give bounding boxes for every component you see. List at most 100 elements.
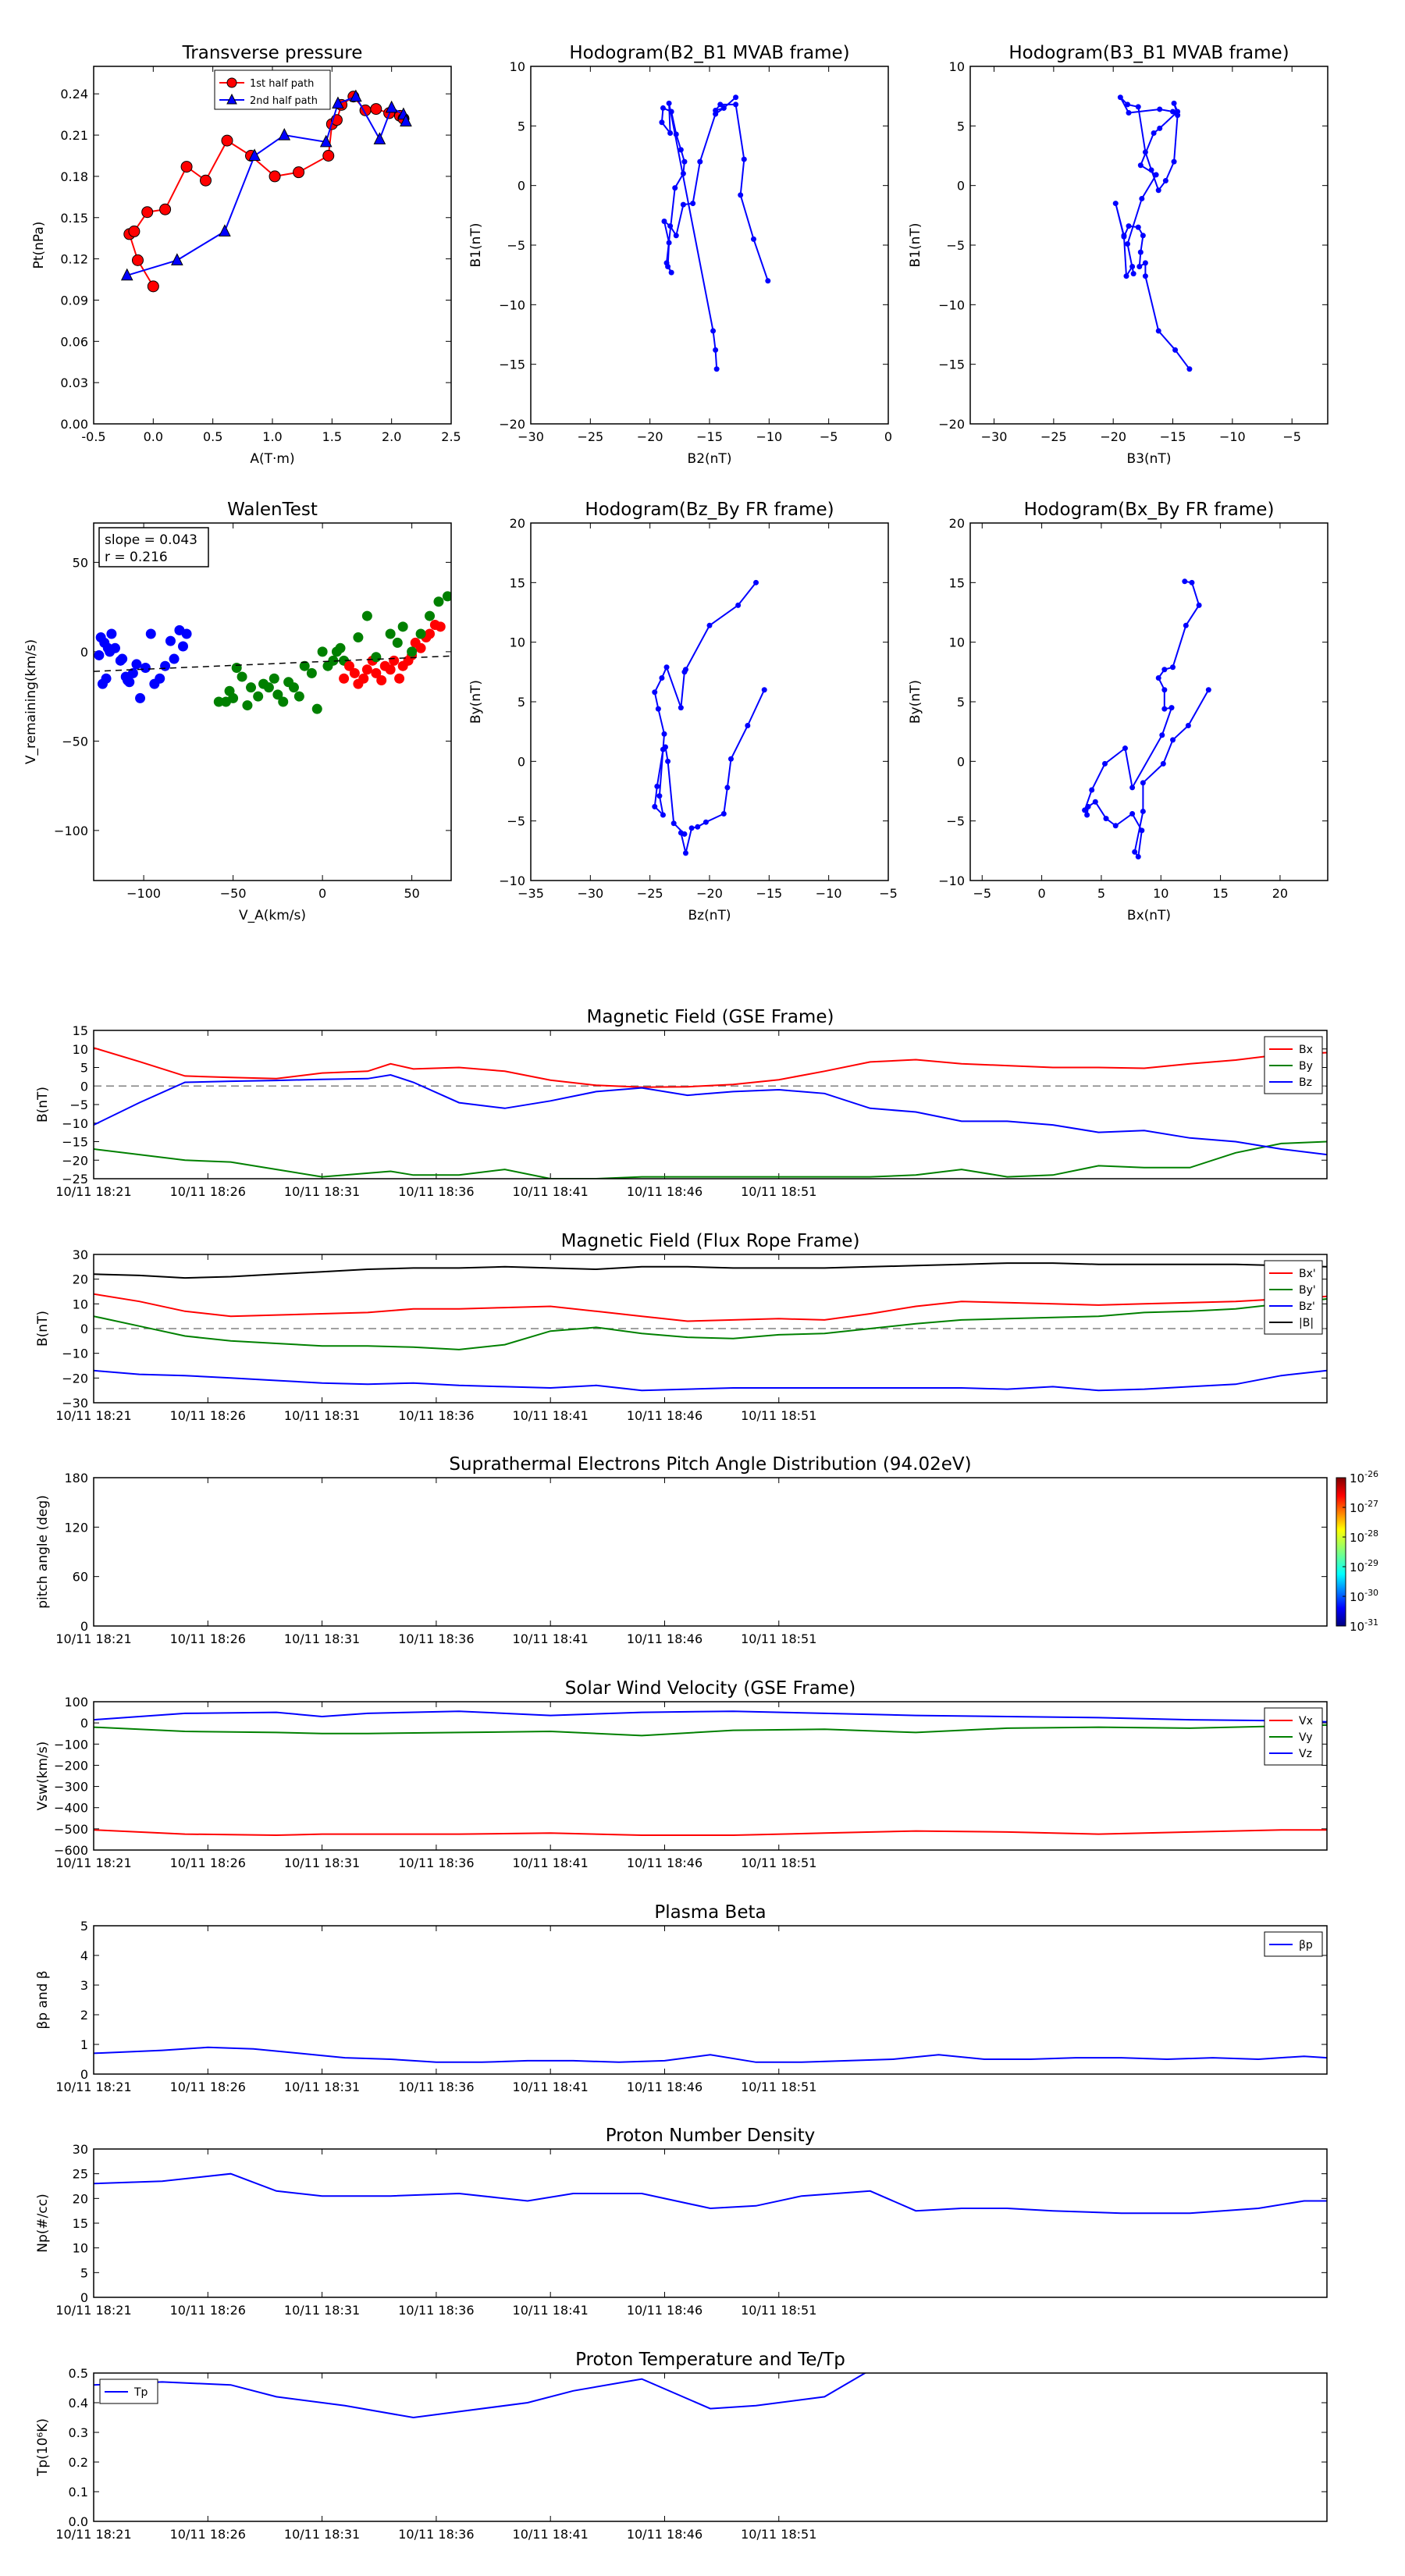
data-point — [713, 347, 719, 353]
x-tick-label: 10/11 18:21 — [55, 2527, 131, 2542]
data-point — [94, 649, 105, 660]
y-tick-label: 20 — [510, 516, 525, 531]
x-tick-label: −30 — [981, 429, 1008, 444]
data-point — [106, 628, 117, 639]
y-tick-label: −600 — [54, 1843, 88, 1858]
x-tick-label: −25 — [577, 429, 603, 444]
data-point — [371, 667, 382, 678]
y-tick-label: −5 — [69, 1098, 88, 1112]
y-axis-label: By(nT) — [468, 680, 484, 724]
data-point — [1117, 94, 1123, 101]
data-point — [415, 628, 426, 639]
y-tick-label: −500 — [54, 1822, 88, 1837]
legend-marker — [226, 93, 237, 105]
data-point — [180, 161, 193, 173]
y-axis-label: B1(nT) — [468, 223, 484, 268]
chart-solar-wind: Solar Wind Velocity (GSE Frame) −600 −500 −… — [35, 1678, 1328, 1870]
y-tick-label: −200 — [54, 1758, 88, 1773]
series-line-0 — [94, 1047, 1327, 1088]
y-tick-label: 2 — [80, 2008, 88, 2023]
data-point — [682, 850, 688, 856]
x-tick-label: 0.5 — [203, 429, 222, 444]
plot-area — [94, 2046, 1327, 2063]
y-axis-label: Vsw(km/s) — [35, 1742, 51, 1811]
data-point — [670, 820, 677, 827]
data-point — [735, 602, 742, 608]
x-tick-label: 10/11 18:46 — [627, 2303, 702, 2318]
data-point — [1103, 816, 1109, 822]
y-tick-label: 0.18 — [60, 169, 88, 184]
data-point — [147, 280, 159, 293]
chart-proton-temperature: Proton Temperature and Te/Tp 0.0 0.1 0.2 0.3… — [35, 2350, 1328, 2542]
x-tick-label: 10/11 18:51 — [741, 1184, 816, 1199]
data-point — [661, 731, 667, 737]
x-tick-label: 2.0 — [382, 429, 401, 444]
data-point — [293, 166, 305, 179]
data-point — [1102, 760, 1108, 767]
chart-title: WalenTest — [227, 500, 318, 520]
data-point — [1161, 667, 1168, 673]
annotation-slope: slope = 0.043 — [105, 532, 197, 548]
axes-frame — [969, 66, 1329, 425]
x-tick-label: 10/11 18:46 — [627, 1408, 702, 1423]
series-line — [653, 582, 766, 854]
x-tick-label: −30 — [518, 429, 544, 444]
y-tick-label: −20 — [62, 1153, 88, 1168]
y-tick-label: 20 — [73, 1272, 88, 1287]
legend: Tp — [99, 2379, 158, 2404]
series-line-0 — [94, 2046, 1327, 2063]
colorbar-exponent: -28 — [1364, 1528, 1378, 1539]
x-tick-label: −35 — [518, 886, 544, 901]
data-point — [358, 673, 369, 684]
data-point — [319, 134, 333, 148]
y-tick-label: −15 — [62, 1135, 88, 1150]
data-point — [1170, 109, 1176, 115]
data-point — [660, 746, 666, 753]
y-axis-label: βp and β — [35, 1970, 51, 2029]
colorbar-tick-label: 10-31 — [1350, 1617, 1378, 1634]
data-point — [435, 621, 446, 632]
legend-label: Bz' — [1299, 1300, 1315, 1313]
x-tick-label: −50 — [220, 886, 247, 901]
data-point — [1170, 737, 1176, 743]
data-point — [376, 675, 387, 686]
data-point — [678, 147, 684, 153]
x-tick-label: 10/11 18:41 — [513, 1184, 589, 1199]
legend-marker — [226, 77, 237, 88]
chart-title: Plasma Beta — [654, 1902, 766, 1923]
fit-line — [94, 655, 451, 672]
data-point — [335, 642, 346, 653]
x-tick-label: −15 — [756, 886, 782, 901]
y-tick-label: 20 — [949, 516, 965, 531]
data-point — [442, 591, 451, 602]
y-tick-label: 10 — [949, 59, 965, 74]
data-point — [1139, 195, 1145, 201]
y-tick-label: 0.03 — [60, 375, 88, 390]
y-tick-label: −5 — [507, 238, 525, 253]
y-tick-label: 0.2 — [69, 2455, 88, 2470]
y-tick-label: 10 — [510, 635, 525, 650]
y-tick-label: 10 — [73, 1042, 88, 1057]
y-tick-label: 0.5 — [69, 2366, 88, 2381]
y-tick-label: −15 — [499, 358, 525, 372]
y-axis-label: B(nT) — [35, 1087, 51, 1123]
y-tick-label: 30 — [73, 1247, 88, 1262]
y-tick-label: 5 — [80, 1919, 88, 1934]
chart-title: Transverse pressure — [182, 43, 363, 63]
x-tick-label: 10/11 18:51 — [741, 1631, 816, 1646]
y-tick-label: 0.15 — [60, 211, 88, 226]
plot-area — [94, 1047, 1327, 1179]
chart-title: Hodogram(B3_B1 MVAB frame) — [1008, 43, 1289, 63]
data-point — [652, 689, 658, 696]
data-point — [706, 622, 713, 628]
data-point — [272, 689, 283, 700]
data-point — [1136, 263, 1143, 269]
y-tick-label: 5 — [518, 119, 525, 133]
y-tick-label: 180 — [64, 1471, 88, 1485]
series-line-2 — [94, 1710, 1327, 1723]
x-tick-label: −10 — [816, 886, 842, 901]
data-point — [159, 203, 172, 215]
